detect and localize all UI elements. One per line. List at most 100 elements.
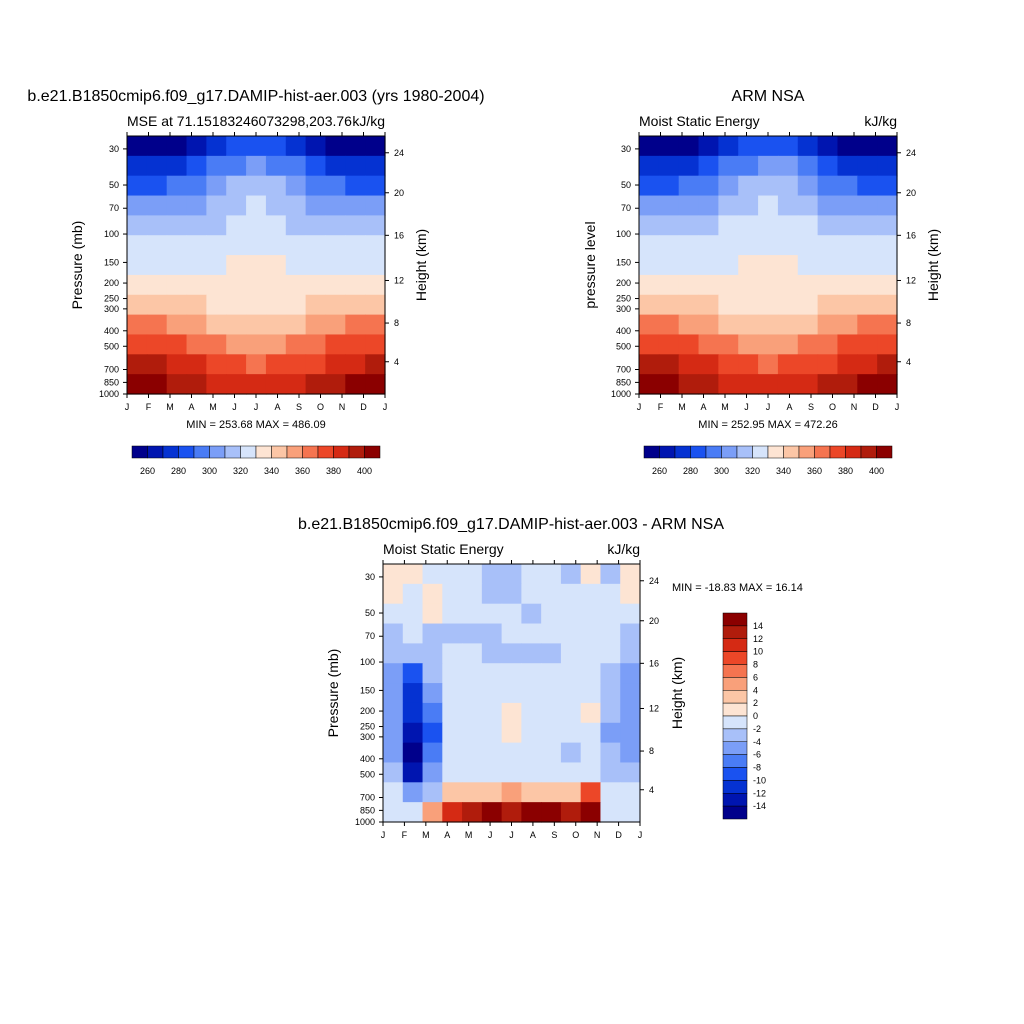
- contour-cell: [305, 195, 327, 216]
- contour-cell: [365, 314, 386, 336]
- contour-cell: [698, 314, 719, 336]
- colorbar-box: [829, 445, 846, 459]
- panel1-colorbar: 260 280 300 320 340 360 380 400: [131, 445, 381, 476]
- contour-cell: [698, 136, 719, 157]
- contour-cell: [817, 136, 839, 157]
- contour-cell: [481, 683, 503, 704]
- contour-cell: [738, 155, 759, 177]
- contour-cell: [325, 334, 346, 355]
- contour-cell: [501, 683, 522, 704]
- contour-cell: [560, 603, 582, 625]
- contour-cell: [718, 334, 739, 355]
- contour-cell: [541, 603, 562, 625]
- contour-cell: [877, 195, 898, 216]
- contour-cell: [305, 255, 327, 276]
- contour-cell: [658, 334, 680, 355]
- contour-cell: [166, 235, 188, 256]
- contour-cell: [678, 175, 700, 197]
- colorbar-box: [814, 445, 831, 459]
- contour-cell: [186, 155, 207, 177]
- contour-cell: [146, 334, 168, 355]
- x-tick-label: J: [895, 402, 900, 412]
- contour-cell: [186, 374, 207, 395]
- contour-cell: [186, 175, 207, 197]
- colorbar-box: [674, 445, 691, 459]
- contour-cell: [639, 215, 660, 236]
- contour-cell: [877, 255, 898, 276]
- panel1-ylabel: Pressure (mb): [69, 221, 85, 310]
- contour-cell: [166, 374, 188, 395]
- y-tick-label: 70: [109, 203, 119, 213]
- x-tick-label: N: [339, 402, 346, 412]
- y-tick-label: 100: [104, 229, 119, 239]
- contour-cell: [738, 374, 759, 395]
- contour-cell: [246, 235, 267, 256]
- contour-cell: [402, 702, 424, 724]
- contour-cell: [718, 354, 739, 375]
- contour-cell: [146, 235, 168, 256]
- contour-cell: [639, 155, 660, 177]
- y-right-tick-label: 4: [649, 785, 654, 795]
- contour-cell: [365, 155, 386, 177]
- contour-cell: [265, 294, 287, 316]
- contour-cell: [817, 175, 839, 197]
- colorbar-label: 14: [753, 621, 763, 631]
- x-tick-label: M: [721, 402, 729, 412]
- contour-cell: [383, 722, 404, 744]
- contour-cell: [285, 274, 307, 296]
- contour-cell: [127, 195, 148, 216]
- contour-cell: [560, 702, 582, 724]
- contour-cell: [305, 374, 327, 395]
- contour-cell: [758, 235, 779, 256]
- contour-cell: [226, 354, 247, 375]
- contour-cell: [560, 643, 582, 664]
- contour-cell: [226, 255, 247, 276]
- colorbar-label: 340: [776, 466, 791, 476]
- contour-cell: [541, 702, 562, 724]
- contour-cell: [639, 294, 660, 316]
- y-tick-label: 500: [360, 769, 375, 779]
- contour-cell: [580, 564, 602, 585]
- colorbar-label: -2: [753, 724, 761, 734]
- contour-cell: [442, 742, 463, 764]
- contour-cell: [877, 294, 898, 316]
- contour-cell: [560, 742, 582, 764]
- contour-cell: [658, 274, 680, 296]
- contour-cell: [620, 623, 641, 644]
- contour-cell: [265, 155, 287, 177]
- contour-cell: [620, 683, 641, 704]
- colorbar-box: [722, 702, 748, 717]
- contour-cell: [797, 235, 819, 256]
- contour-cell: [246, 354, 267, 375]
- contour-cell: [206, 215, 227, 236]
- contour-cell: [226, 294, 247, 316]
- contour-cell: [600, 782, 621, 803]
- contour-cell: [658, 235, 680, 256]
- contour-cell: [877, 215, 898, 236]
- colorbar-box: [209, 445, 226, 459]
- x-tick-label: S: [551, 830, 557, 840]
- contour-cell: [365, 175, 386, 197]
- contour-cell: [857, 354, 878, 375]
- x-tick-label: J: [381, 830, 386, 840]
- y-right-tick-label: 16: [906, 230, 916, 240]
- contour-cell: [501, 762, 522, 783]
- contour-cell: [777, 374, 799, 395]
- contour-cell: [305, 215, 327, 236]
- contour-cell: [166, 215, 188, 236]
- contour-cell: [817, 314, 839, 336]
- contour-cell: [758, 274, 779, 296]
- contour-cell: [718, 155, 739, 177]
- contour-cell: [265, 274, 287, 296]
- contour-cell: [246, 255, 267, 276]
- contour-cell: [345, 195, 366, 216]
- contour-cell: [501, 603, 522, 625]
- colorbar-label: 260: [652, 466, 667, 476]
- colorbar-label: 360: [807, 466, 822, 476]
- contour-cell: [186, 136, 207, 157]
- colorbar-label: 2: [753, 698, 758, 708]
- contour-cell: [226, 155, 247, 177]
